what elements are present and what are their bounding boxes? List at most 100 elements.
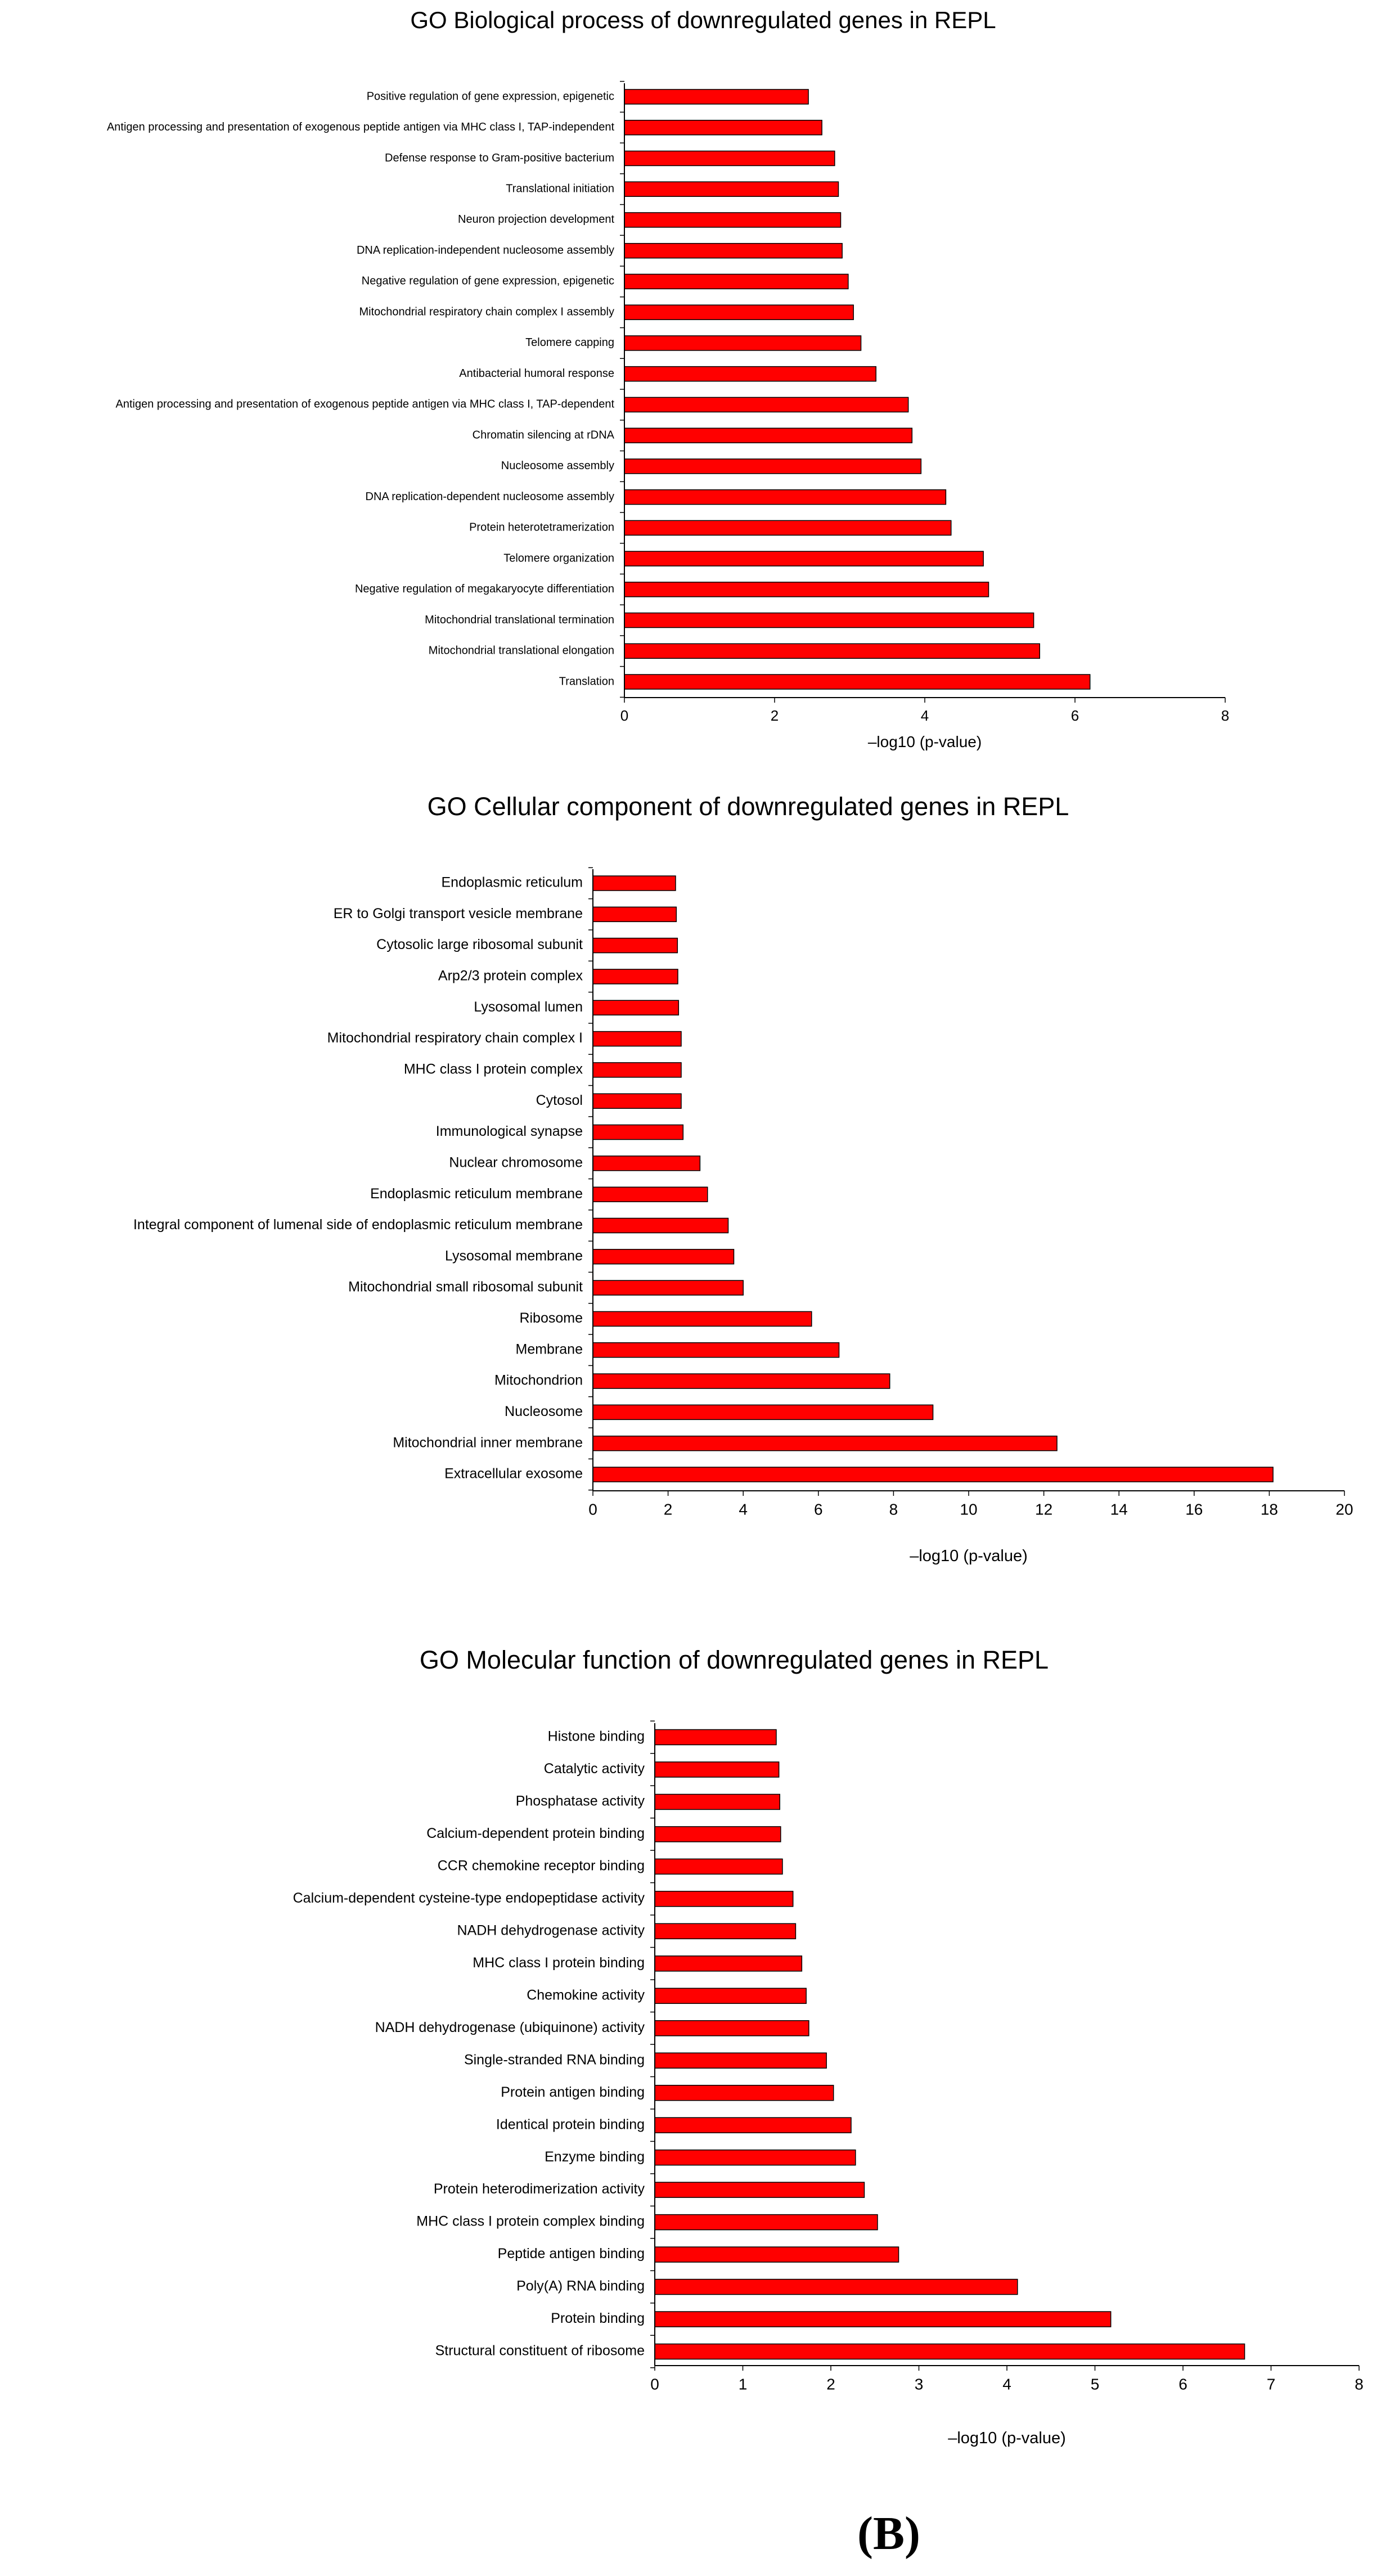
category-label: Mitochondrial respiratory chain complex …	[359, 305, 614, 318]
category-label: Mitochondrial inner membrane	[393, 1435, 583, 1450]
bar	[624, 458, 922, 474]
x-tick-label: 10	[960, 1500, 977, 1518]
bar	[592, 1062, 682, 1078]
bar	[654, 1923, 797, 1940]
category-label: Structural constituent of ribosome	[435, 2343, 645, 2359]
category-label: Ribosome	[519, 1310, 583, 1326]
bar	[592, 906, 677, 923]
bar	[592, 1342, 840, 1358]
category-label: Identical protein binding	[496, 2116, 645, 2132]
x-tick-label: 6	[1178, 2375, 1187, 2393]
bar	[624, 582, 989, 597]
category-label: Integral component of lumenal side of en…	[133, 1217, 583, 1233]
category-label: Telomere capping	[525, 336, 614, 349]
category-label: Nuclear chromosome	[449, 1154, 583, 1170]
x-tick-label: 2	[826, 2375, 835, 2393]
category-label: Positive regulation of gene expression, …	[367, 90, 614, 102]
category-label: Endoplasmic reticulum	[442, 875, 583, 891]
bar	[624, 428, 913, 443]
category-label: Peptide antigen binding	[498, 2246, 645, 2262]
category-label: Membrane	[516, 1341, 583, 1357]
bar	[592, 1280, 744, 1296]
bar	[624, 181, 839, 197]
category-label: MHC class I protein complex binding	[416, 2214, 645, 2229]
x-tick-label: 1	[739, 2375, 748, 2393]
bar	[624, 335, 862, 351]
x-tick-label: 8	[889, 1500, 898, 1518]
bar	[654, 2246, 899, 2263]
bar	[592, 875, 676, 891]
category-label: Neuron projection development	[458, 213, 614, 226]
x-tick-label: 7	[1267, 2375, 1276, 2393]
category-label: Mitochondrial respiratory chain complex …	[327, 1030, 583, 1046]
bar	[654, 2149, 856, 2166]
category-label: Calcium-dependent cysteine-type endopept…	[293, 1890, 645, 1906]
bar	[654, 1729, 777, 1746]
x-tick-label: 2	[664, 1500, 673, 1518]
bar	[654, 1761, 780, 1778]
bar	[624, 273, 849, 290]
bar	[624, 89, 809, 105]
bar	[654, 2214, 878, 2231]
category-label: Defense response to Gram-positive bacter…	[385, 152, 614, 164]
category-label: Antigen processing and presentation of e…	[116, 398, 615, 411]
category-label: MHC class I protein complex	[404, 1062, 583, 1077]
chart-title-biological-process: GO Biological process of downregulated g…	[410, 7, 996, 33]
bar	[624, 674, 1091, 690]
category-label: Mitochondrial small ribosomal subunit	[348, 1279, 583, 1295]
category-label: ER to Golgi transport vesicle membrane	[334, 906, 583, 921]
category-label: Extracellular exosome	[444, 1466, 583, 1482]
x-tick-label: 6	[1071, 707, 1079, 724]
category-label: Nucleosome	[505, 1404, 583, 1419]
bar	[654, 2084, 834, 2101]
x-tick-label: 0	[620, 707, 628, 724]
bar	[592, 1467, 1274, 1482]
x-axis-label: –log10 (p-value)	[910, 1547, 1028, 1565]
category-label: DNA replication-independent nucleosome a…	[357, 244, 614, 257]
bar	[654, 2343, 1245, 2360]
chart-molecular-function: Histone binding Catalytic activity Phospha…	[293, 1720, 1364, 2447]
x-tick-label: 6	[814, 1500, 823, 1518]
category-label: DNA replication-dependent nucleosome ass…	[366, 491, 614, 503]
category-label: Chemokine activity	[527, 1987, 645, 2003]
x-tick-label: 20	[1335, 1500, 1353, 1518]
bar	[592, 1186, 708, 1202]
category-label: Single-stranded RNA binding	[464, 2052, 645, 2067]
bar	[624, 304, 854, 320]
bar	[592, 1249, 735, 1265]
category-label: Protein heterodimerization activity	[434, 2181, 645, 2197]
category-label: Protein heterotetramerization	[469, 522, 614, 534]
category-label: Protein binding	[551, 2310, 645, 2326]
bar	[654, 2117, 852, 2133]
bar	[592, 1000, 680, 1016]
category-label: Protein antigen binding	[501, 2084, 645, 2100]
category-label: Chromatin silencing at rDNA	[473, 429, 615, 441]
x-axis-label: –log10 (p-value)	[948, 2429, 1066, 2447]
category-label: Catalytic activity	[544, 1761, 645, 1777]
category-label: Lysosomal membrane	[445, 1248, 583, 1264]
category-label: Mitochondrion	[494, 1373, 583, 1388]
bar	[654, 1988, 807, 2004]
bar	[592, 1031, 682, 1047]
bar	[592, 1373, 890, 1389]
bar	[654, 2278, 1018, 2295]
bar	[654, 2311, 1112, 2327]
category-label: Histone binding	[548, 1729, 645, 1745]
bar	[654, 1891, 794, 1907]
bar	[654, 1826, 781, 1842]
category-label: Phosphatase activity	[516, 1793, 645, 1809]
category-label: Translation	[559, 675, 614, 687]
chart-title-cellular-component: GO Cellular component of downregulated g…	[427, 792, 1069, 821]
x-tick-label: 12	[1035, 1500, 1052, 1518]
bar	[592, 1156, 701, 1171]
bar	[592, 1404, 934, 1420]
category-label: Endoplasmic reticulum membrane	[370, 1186, 583, 1202]
bar	[624, 489, 947, 505]
category-label: Mitochondrial translational termination	[425, 614, 614, 626]
category-label: Antigen processing and presentation of e…	[107, 121, 615, 133]
bar	[624, 551, 984, 567]
bar	[624, 366, 876, 382]
bar	[654, 1955, 803, 1972]
category-label: NADH dehydrogenase activity	[457, 1922, 645, 1938]
